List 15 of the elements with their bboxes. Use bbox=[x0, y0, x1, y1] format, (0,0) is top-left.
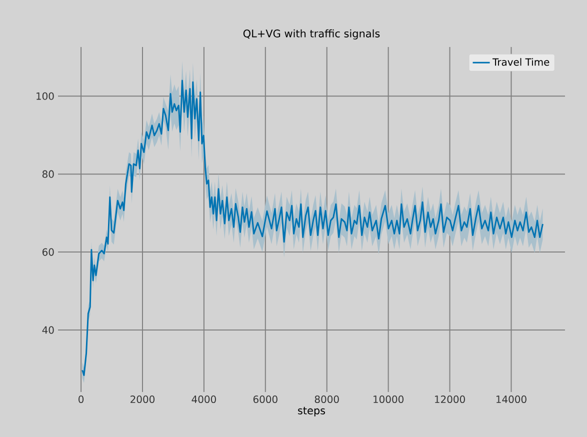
y-tick-label: 80 bbox=[42, 170, 54, 178]
x-tick-label: 12000 bbox=[435, 396, 465, 404]
x-tick-label: 4000 bbox=[192, 396, 216, 404]
y-tick-label: 100 bbox=[36, 92, 54, 100]
y-tick-label: 40 bbox=[42, 326, 54, 334]
x-tick-label: 8000 bbox=[314, 396, 339, 404]
legend-label: Travel Time bbox=[492, 58, 550, 66]
y-tick-label: 60 bbox=[42, 248, 54, 256]
x-tick-label: 0 bbox=[78, 396, 84, 404]
x-axis-title: steps bbox=[298, 406, 326, 416]
x-tick-label: 6000 bbox=[253, 396, 278, 404]
x-tick-label: 14000 bbox=[496, 396, 526, 404]
x-tick-label: 10000 bbox=[374, 396, 404, 404]
chart-title: QL+VG with traffic signals bbox=[243, 29, 380, 40]
x-tick-label: 2000 bbox=[130, 396, 155, 404]
